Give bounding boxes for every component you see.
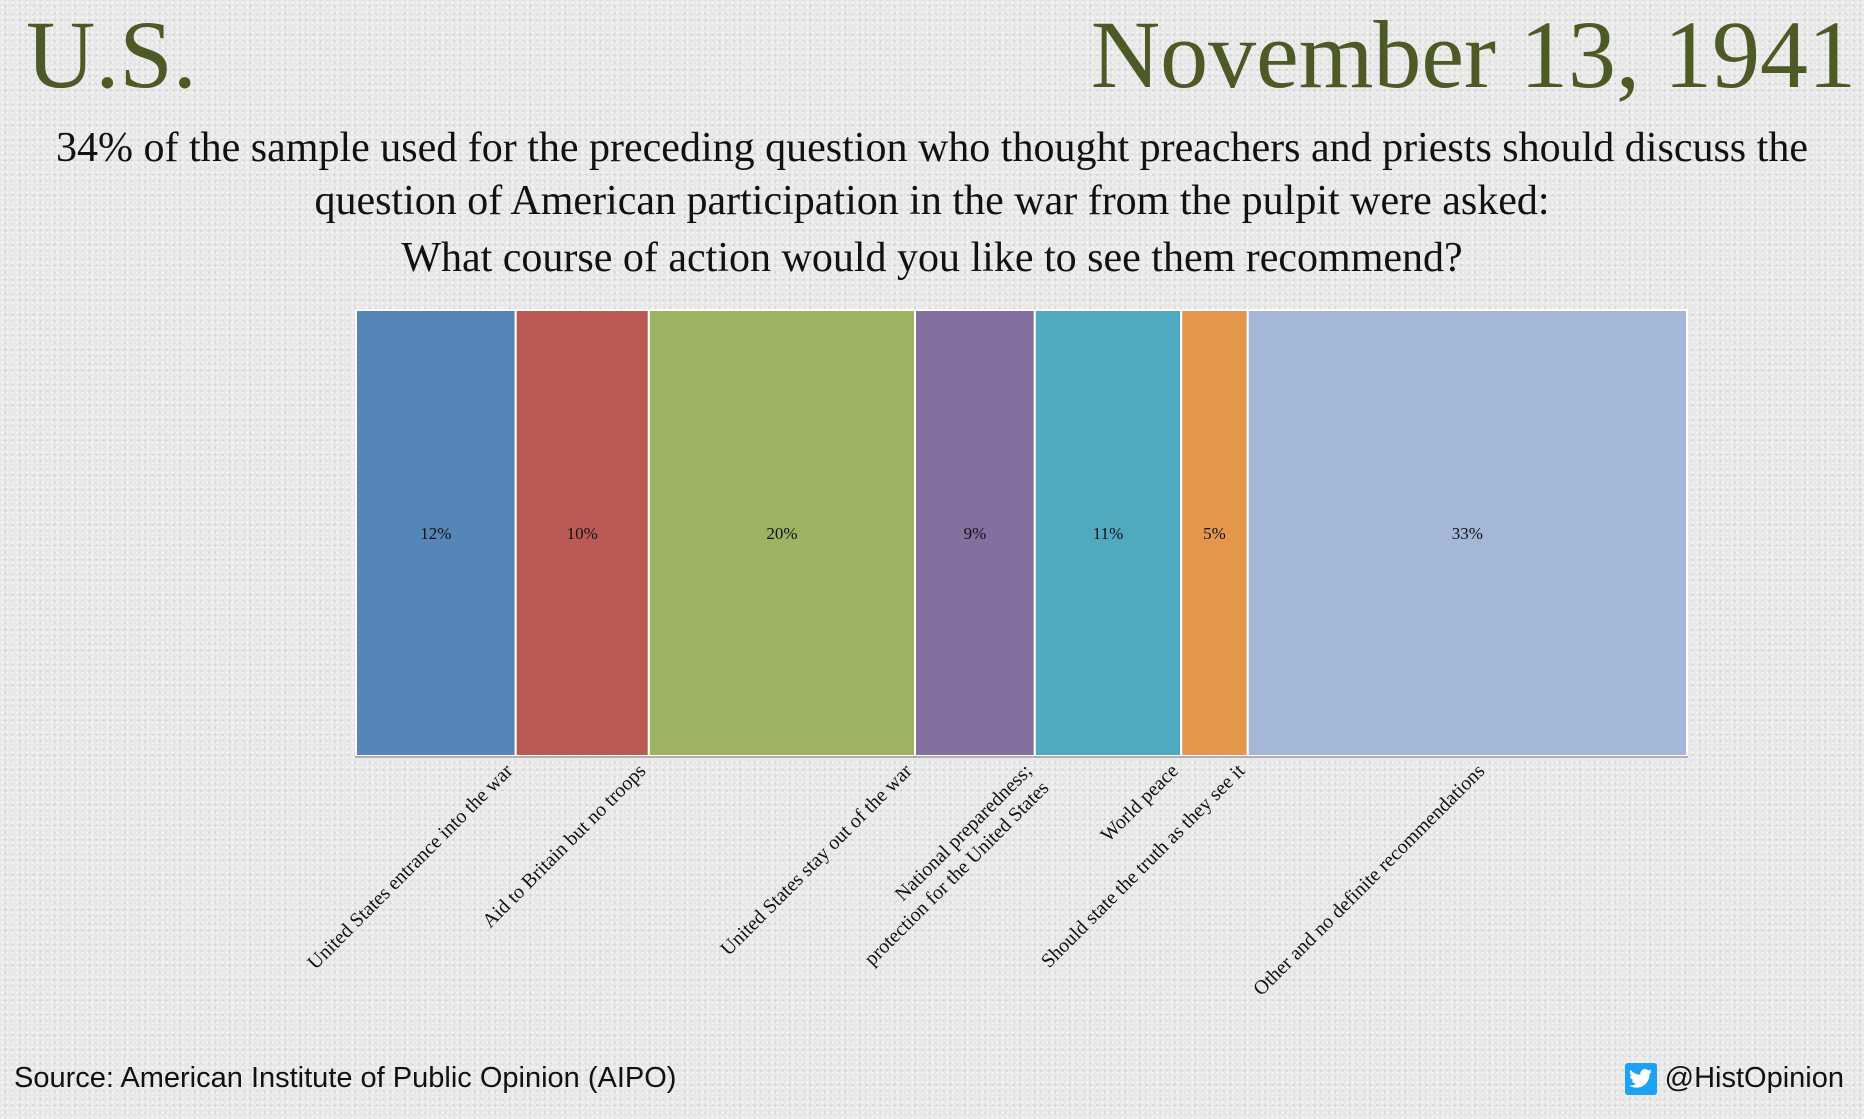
twitter-handle[interactable]: @HistOpinion — [1624, 1062, 1844, 1095]
bar-3 — [647, 309, 917, 757]
data-label-5: 11% — [1093, 524, 1124, 543]
question-text: 34% of the sample used for the preceding… — [40, 122, 1824, 285]
bar-7 — [1246, 309, 1689, 757]
data-label-1: 12% — [420, 524, 451, 543]
data-labels-group: 12% 10% 20% 9% 11% 5% 33% — [420, 524, 1483, 543]
category-label-1: United States entrance into the war — [303, 760, 517, 974]
bar-4 — [914, 309, 1036, 757]
handle-text: @HistOpinion — [1664, 1062, 1844, 1094]
bar-1 — [355, 309, 517, 757]
poll-date: November 13, 1941 — [1090, 1, 1856, 108]
category-label-7: Other and no definite recommendations — [1249, 760, 1489, 1000]
data-label-2: 10% — [567, 524, 598, 543]
data-label-7: 33% — [1452, 524, 1483, 543]
question-main: What course of action would you like to … — [401, 235, 1463, 281]
data-label-3: 20% — [766, 524, 797, 543]
country-title: U.S. — [26, 1, 197, 108]
data-label-6: 5% — [1203, 524, 1226, 543]
question-intro: 34% of the sample used for the preceding… — [56, 125, 1808, 224]
data-label-4: 9% — [964, 524, 987, 543]
source-credit: Source: American Institute of Public Opi… — [14, 1062, 677, 1094]
bars-group — [355, 309, 1689, 757]
twitter-bird-icon — [1624, 1062, 1657, 1095]
